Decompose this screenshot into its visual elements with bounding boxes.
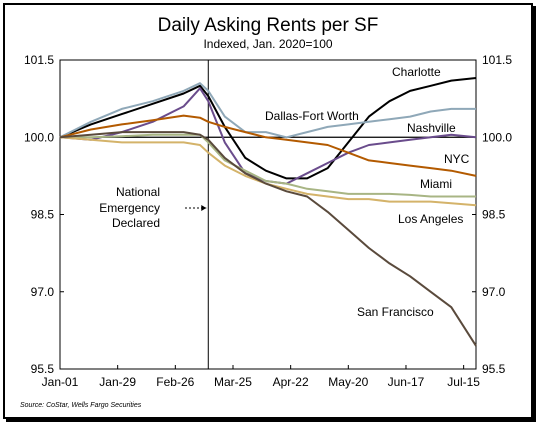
x-tick-label: Jan-29 [99,375,136,389]
annotation-text: Emergency [99,201,160,215]
x-tick-label: Jan-01 [42,375,79,389]
x-tick-label: Feb-26 [156,375,194,389]
annotation-text: National [116,185,160,199]
x-tick-label: Mar-25 [214,375,252,389]
y-tick-label-left: 98.5 [31,208,55,222]
series-line-miami [60,133,476,198]
chart-subtitle: Indexed, Jan. 2020=100 [203,37,332,51]
y-tick-label-right: 98.5 [482,208,506,222]
series-line-charlotte [59,77,477,180]
x-tick-label: Jul-15 [447,375,480,389]
series-label: Miami [420,177,452,191]
chart-source: Source: CoStar, Wells Fargo Securities [20,402,142,409]
annotation-text: Declared [112,216,160,230]
series-label: NYC [444,152,470,166]
y-tick-label-left: 100.0 [24,130,54,144]
y-tick-label-right: 97.0 [482,285,506,299]
y-tick-label-right: 101.5 [482,53,512,67]
y-tick-label-left: 95.5 [31,362,55,376]
chart-title: Daily Asking Rents per SF [158,15,379,36]
series-label: Nashville [407,121,456,135]
series-line-dallas-fort-worth [59,82,476,139]
series-label: Charlotte [392,65,441,79]
chart-frame [3,3,533,419]
series-line-los-angeles [59,136,477,207]
series-label: Los Angeles [398,212,463,226]
x-tick-label: Apr-22 [273,375,309,389]
annotation-arrow-head [201,205,207,211]
series-line-san-francisco [59,131,477,347]
series-label: Dallas-Fort Worth [265,109,359,123]
series-label: San Francisco [357,305,434,319]
x-tick-label: Jun-17 [388,375,425,389]
y-tick-label-right: 100.0 [482,130,512,144]
x-tick-label: May-20 [328,375,368,389]
y-tick-label-right: 95.5 [482,362,506,376]
y-tick-label-left: 101.5 [24,53,54,67]
y-tick-label-left: 97.0 [31,285,55,299]
series-line-nyc [59,114,477,177]
